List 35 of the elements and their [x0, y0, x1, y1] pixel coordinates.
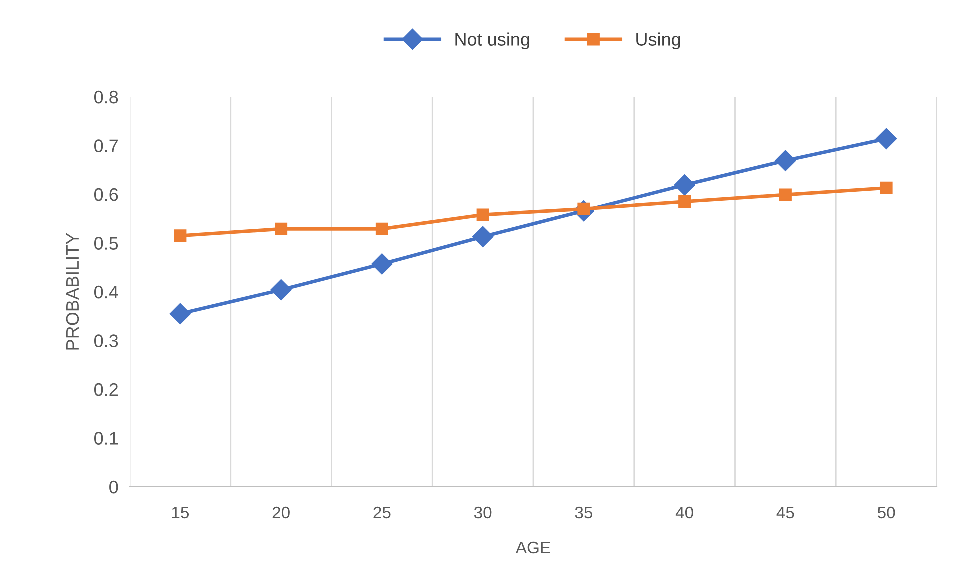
point [779, 188, 792, 202]
point [376, 222, 388, 236]
point [372, 254, 393, 275]
y-axis-title: PROBABILITY [66, 233, 80, 350]
point [876, 128, 898, 150]
point [674, 174, 696, 196]
point [472, 226, 494, 248]
point [880, 182, 893, 194]
point [275, 222, 288, 236]
x-tick-label: 20 [272, 506, 290, 519]
x-tick-label: 35 [575, 506, 593, 519]
x-tick-label: 15 [172, 507, 190, 519]
x-axis-title: AGE [516, 542, 550, 554]
y-tick-label: 0.2 [94, 383, 118, 396]
y-tick-label: 0.1 [94, 432, 118, 445]
x-tick-label: 45 [776, 507, 794, 519]
x-tick-label: 30 [474, 506, 492, 519]
point [270, 280, 292, 301]
y-tick-label: 0.5 [94, 237, 118, 250]
point [170, 303, 191, 324]
x-tick-label: 40 [676, 506, 694, 519]
point [678, 196, 692, 208]
y-tick-label: 0.4 [94, 286, 118, 299]
legend-label: Not using [456, 32, 530, 50]
point [476, 208, 490, 222]
y-tick-label: 0.7 [94, 140, 118, 152]
point [174, 230, 187, 242]
x-tick-label: 50 [878, 506, 896, 519]
y-tick-label: 0.3 [94, 334, 118, 348]
y-tick-label: 0.8 [94, 90, 118, 104]
x-tick-label: 25 [374, 506, 391, 519]
legend-label: Using [636, 32, 680, 50]
y-tick-label: 0.6 [94, 188, 118, 202]
point [775, 150, 796, 172]
y-tick-label: 0 [110, 480, 118, 494]
